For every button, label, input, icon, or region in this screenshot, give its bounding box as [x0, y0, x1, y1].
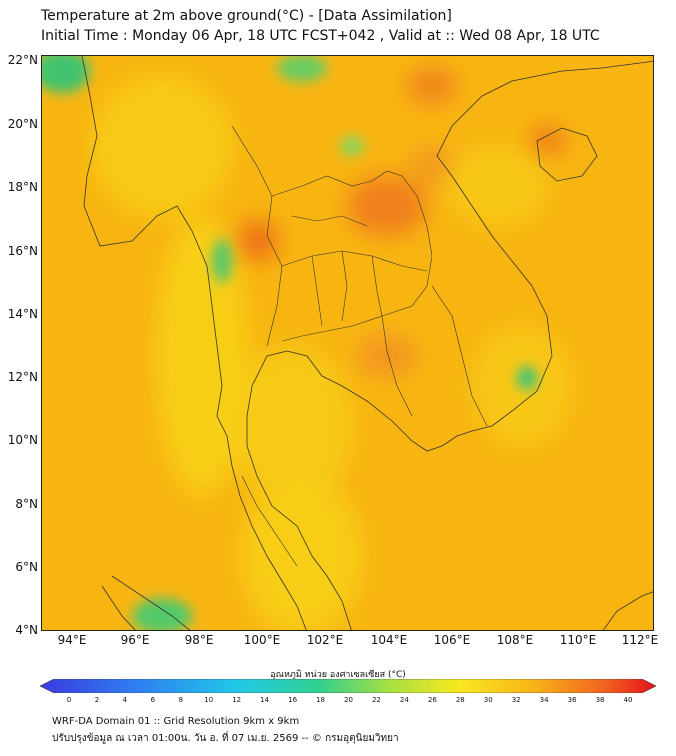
- colorbar-tick-label: 40: [623, 696, 633, 704]
- colorbar-tick-label: 6: [150, 696, 156, 704]
- colorbar-tick-label: 0: [66, 696, 72, 704]
- colorbar-tick-label: 24: [399, 696, 409, 704]
- colorbar-tick-label: 36: [567, 696, 577, 704]
- colorbar-tick-label: 8: [178, 696, 184, 704]
- colorbar-tick-label: 26: [427, 696, 437, 704]
- lon-label-104: 104°E: [370, 633, 408, 647]
- cool-zones: [42, 56, 537, 630]
- colorbar-tick-label: 34: [539, 696, 549, 704]
- coastlines: [81, 56, 653, 630]
- lat-label-18: 18°N: [7, 180, 38, 194]
- colorbar-tick-label: 20: [344, 696, 353, 704]
- lon-label-98: 98°E: [184, 633, 214, 647]
- colorbar-tick-label: 18: [316, 696, 325, 704]
- colorbar-tick-label: 16: [288, 696, 298, 704]
- lat-label-8: 8°N: [15, 497, 38, 511]
- lat-label-4: 4°N: [15, 623, 38, 637]
- lat-label-16: 16°N: [7, 244, 38, 258]
- map-title: Temperature at 2m above ground(°C) - [Da…: [41, 6, 600, 46]
- province-borders: [231, 125, 488, 567]
- lat-label-20: 20°N: [7, 117, 38, 131]
- lon-label-110: 110°E: [559, 633, 597, 647]
- colorbar-tick-label: 4: [122, 696, 128, 704]
- colorbar: [40, 679, 656, 693]
- temperature-map[interactable]: [41, 55, 654, 631]
- lat-label-22: 22°N: [7, 53, 38, 67]
- colorbar-tick-label: 12: [232, 696, 242, 704]
- colorbar-title: อุณหภูมิ หน่วย องศาเซลเซียส (°C): [270, 670, 406, 680]
- lon-label-106: 106°E: [433, 633, 471, 647]
- footer-line-2: ปรับปรุงข้อมูล ณ เวลา 01:00น. วัน อ. ที่…: [52, 733, 399, 744]
- lat-label-6: 6°N: [15, 560, 38, 574]
- colorbar-tick-label: 10: [204, 696, 214, 704]
- colorbar-tick-label: 22: [371, 696, 381, 704]
- lon-label-96: 96°E: [120, 633, 150, 647]
- colorbar-tick-label: 32: [511, 696, 521, 704]
- lon-label-94: 94°E: [57, 633, 87, 647]
- colorbar-tick-label: 30: [483, 696, 493, 704]
- colorbar-tick-label: 28: [455, 696, 465, 704]
- colorbar-tick-label: 2: [94, 696, 100, 704]
- lon-label-112: 112°E: [621, 633, 659, 647]
- title-line-1: Temperature at 2m above ground(°C) - [Da…: [41, 8, 452, 24]
- lon-label-102: 102°E: [306, 633, 344, 647]
- temperature-field: [42, 56, 653, 630]
- title-line-2: Initial Time : Monday 06 Apr, 18 UTC FCS…: [41, 28, 600, 44]
- colorbar-tick-label: 14: [260, 696, 270, 704]
- lat-label-10: 10°N: [7, 433, 38, 447]
- lat-label-12: 12°N: [7, 370, 38, 384]
- lon-label-108: 108°E: [496, 633, 534, 647]
- lat-label-14: 14°N: [7, 307, 38, 321]
- footer-line-1: WRF-DA Domain 01 :: Grid Resolution 9km …: [52, 716, 300, 727]
- lon-label-100: 100°E: [243, 633, 281, 647]
- colorbar-tick-label: 38: [595, 696, 605, 704]
